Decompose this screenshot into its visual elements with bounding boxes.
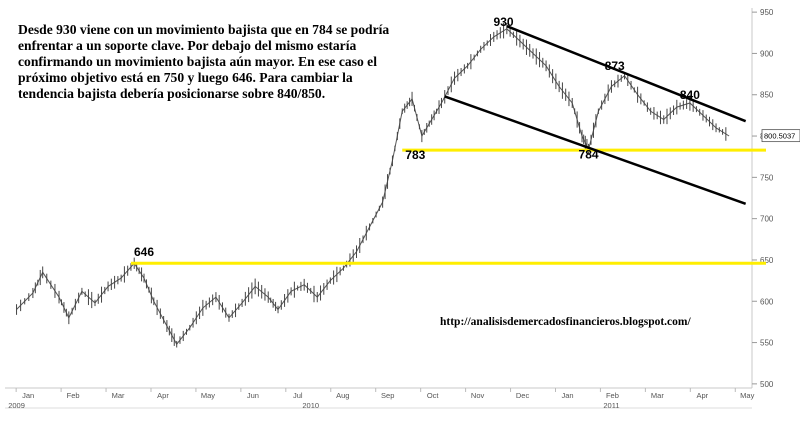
x-tick-label: Jan	[561, 391, 573, 400]
x-tick-label: Aug	[336, 391, 349, 400]
x-tick-label: Mar	[112, 391, 125, 400]
y-tick-label: 600	[760, 297, 774, 306]
trend-channel	[444, 25, 747, 205]
x-tick-label: Apr	[696, 391, 708, 400]
y-tick-label: 650	[760, 256, 774, 265]
blog-url: http://analisisdemercadosfinancieros.blo…	[440, 316, 691, 328]
level-label-783: 783	[405, 148, 425, 162]
year-label: 2009	[8, 401, 25, 410]
year-label: 2010	[302, 401, 319, 410]
y-tick-label: 500	[760, 380, 774, 389]
x-tick-label: Feb	[67, 391, 80, 400]
upper-channel-line	[506, 25, 747, 123]
x-tick-label: Jun	[247, 391, 259, 400]
last-price-tag: 800.5037	[761, 129, 800, 143]
level-label-646: 646	[134, 245, 154, 259]
level-label-930: 930	[494, 15, 514, 29]
x-tick-label: Apr	[157, 391, 169, 400]
price-series	[16, 22, 730, 348]
year-label: 2011	[603, 401, 619, 410]
analysis-annotation: Desde 930 viene con un movimiento bajist…	[18, 22, 390, 101]
x-tick-label: Jan	[22, 391, 34, 400]
last-price-box	[761, 129, 800, 143]
x-tick-label: Dec	[516, 391, 530, 400]
x-tick-label: May	[201, 391, 215, 400]
lower-channel-line	[444, 95, 747, 205]
x-axis-ticks: Jan Feb Mar Apr May Jun Jul Aug Sep Oct Nov Dec Jan F…	[8, 388, 755, 410]
support-lines	[130, 148, 766, 265]
x-tick-label: Oct	[427, 391, 440, 400]
x-tick-label: Feb	[606, 391, 619, 400]
level-label-840: 840	[680, 88, 700, 102]
y-tick-label: 850	[760, 91, 774, 100]
level-label-784: 784	[579, 147, 599, 161]
y-tick-label: 950	[760, 8, 774, 17]
x-tick-label: Sep	[381, 391, 394, 400]
level-label-873: 873	[605, 59, 625, 73]
x-tick-label: May	[740, 391, 754, 400]
y-tick-label: 550	[760, 339, 774, 348]
y-axis-ticks: 500550600650700750800850900950	[752, 8, 774, 389]
plot-area-grid	[5, 8, 753, 409]
x-tick-label: Jul	[293, 391, 303, 400]
price-level-labels: 930 873 840 783 784 646	[134, 15, 700, 259]
x-tick-label: Mar	[651, 391, 664, 400]
x-tick-label: Nov	[471, 391, 485, 400]
y-tick-label: 750	[760, 173, 774, 182]
y-tick-label: 700	[760, 215, 774, 224]
y-tick-label: 900	[760, 49, 774, 58]
last-price-value: 800.5037	[764, 132, 795, 141]
